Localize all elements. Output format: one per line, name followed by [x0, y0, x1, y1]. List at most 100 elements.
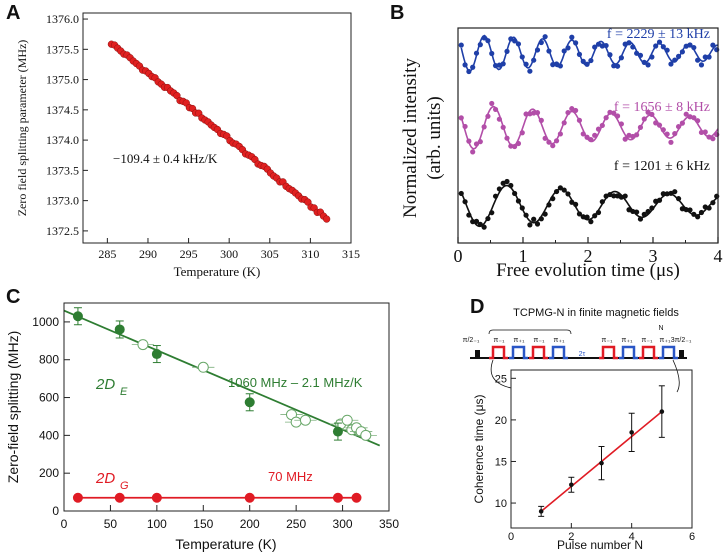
- series-label-e-c: 2D: [95, 376, 115, 393]
- pulse-label-d: 2τ: [579, 351, 586, 358]
- data-point-b: [485, 113, 491, 119]
- data-point-b: [527, 222, 533, 228]
- y-tick-label-a: 1372.5: [46, 224, 79, 238]
- data-point-b: [630, 44, 636, 50]
- data-point-b: [477, 221, 483, 227]
- pulse-block-d: [619, 345, 638, 360]
- data-point-b: [477, 42, 483, 48]
- data-point-b: [660, 44, 666, 50]
- data-point-b: [580, 58, 586, 64]
- data-point-b: [588, 57, 594, 64]
- data-point-b: [489, 210, 495, 216]
- data-point-filled-c: [72, 311, 83, 322]
- y-axis-label-c: Zero-field splitting (MHz): [5, 331, 21, 483]
- data-point-b: [477, 139, 483, 145]
- data-point-b: [622, 193, 628, 199]
- pulse-label-d: 3π/2₋₁: [671, 337, 692, 344]
- fit-label-g-c: 70 MHz: [268, 469, 313, 484]
- x-tick-label-b: 4: [714, 246, 723, 266]
- data-point-b: [565, 109, 571, 116]
- pulse-label-d: π₋₁: [602, 337, 614, 344]
- fit-label-e-c: 1060 MHz – 2.1 MHz/K: [228, 375, 363, 390]
- chart-a: 285 290 295 300 305 310 315 1372.5 1373.0 1373.5 1…: [15, 12, 360, 279]
- repeat-bracket-d: [488, 329, 572, 335]
- data-point-b: [458, 190, 464, 197]
- data-point-b: [508, 182, 514, 189]
- data-point-b: [504, 178, 510, 185]
- data-point-b: [698, 129, 705, 136]
- data-point-b: [481, 35, 487, 41]
- pulse-block-d: [529, 345, 548, 360]
- data-point-b: [706, 205, 712, 211]
- data-point-b: [683, 111, 689, 117]
- series-label-b: f = 1201 ± 6 kHz: [614, 159, 710, 174]
- data-point-b: [489, 50, 495, 57]
- y-axis-label-d: Coherence time (μs): [472, 395, 486, 504]
- data-point-b: [531, 110, 537, 116]
- data-point-b: [695, 214, 701, 220]
- data-point-b: [496, 186, 502, 192]
- pulse-block-d: [489, 345, 508, 360]
- x-tick-label-c: 50: [104, 517, 118, 531]
- data-point-b: [706, 54, 712, 60]
- series-label-b: f = 1656 ± 8 kHz: [614, 100, 710, 115]
- data-point-b: [508, 143, 514, 149]
- y-tick-label-d: 20: [495, 415, 507, 427]
- chart-c: 0 50 100 150 200 250 300 350 0 200 400 600 800 1000 2…: [5, 302, 399, 552]
- panel-label-d: D: [470, 296, 485, 318]
- data-point-b: [634, 209, 640, 215]
- series-label-e-sub-c: E: [120, 386, 128, 398]
- data-point-b: [496, 116, 502, 122]
- data-point-b: [473, 50, 480, 56]
- data-point-b: [710, 200, 716, 206]
- data-point-b: [473, 218, 480, 224]
- data-point-d: [659, 409, 665, 414]
- data-point-b: [599, 122, 605, 129]
- data-point-b: [649, 205, 655, 211]
- data-point-b: [645, 208, 651, 215]
- data-point-b: [500, 124, 506, 130]
- data-point-b: [603, 115, 609, 121]
- data-point-b: [527, 68, 533, 74]
- data-point-filled-c: [114, 324, 125, 335]
- data-point-b: [553, 188, 560, 195]
- x-axis-label-a: Temperature (K): [174, 264, 261, 279]
- data-point-g-c: [72, 492, 83, 503]
- data-point-b: [603, 42, 609, 49]
- data-point-filled-c: [244, 397, 255, 408]
- data-point-b: [668, 61, 674, 67]
- data-point-b: [702, 54, 708, 60]
- x-tick-label-c: 0: [61, 517, 68, 531]
- data-point-b: [492, 106, 499, 113]
- x-tick-label-b: 2: [584, 246, 593, 266]
- data-point-b: [675, 123, 682, 130]
- data-point-b: [557, 185, 563, 191]
- x-axis-label-c: Temperature (K): [175, 536, 276, 552]
- pulse-block-d: [659, 345, 678, 360]
- data-point-b: [626, 40, 632, 46]
- data-point-b: [660, 127, 666, 133]
- data-point-b: [691, 115, 697, 121]
- data-point-g-c: [351, 492, 362, 503]
- data-point-b: [634, 132, 640, 138]
- data-point-b: [698, 62, 705, 68]
- data-point-open-c: [290, 416, 302, 428]
- x-axis-label-d: Pulse number N: [557, 538, 643, 552]
- data-point-b: [664, 191, 670, 197]
- y-tick-label-c: 600: [39, 391, 59, 405]
- data-point-b: [649, 54, 655, 60]
- y-tick-label-a: 1376.0: [46, 12, 79, 26]
- pulse-pi2-d: [475, 350, 480, 358]
- data-point-b: [481, 224, 487, 230]
- pulse-label-d: π₊₁: [514, 337, 526, 344]
- data-point-b: [561, 187, 567, 193]
- data-point-b: [664, 47, 670, 53]
- y-tick-label-a: 1374.0: [46, 133, 79, 147]
- data-point-b: [679, 120, 685, 126]
- data-point-b: [618, 121, 624, 127]
- data-point-open-c: [299, 414, 311, 426]
- plot-frame-d: [510, 369, 693, 529]
- data-point-b: [584, 134, 590, 140]
- pulse-label-d: π₊₁: [554, 337, 566, 344]
- data-point-b: [519, 130, 525, 136]
